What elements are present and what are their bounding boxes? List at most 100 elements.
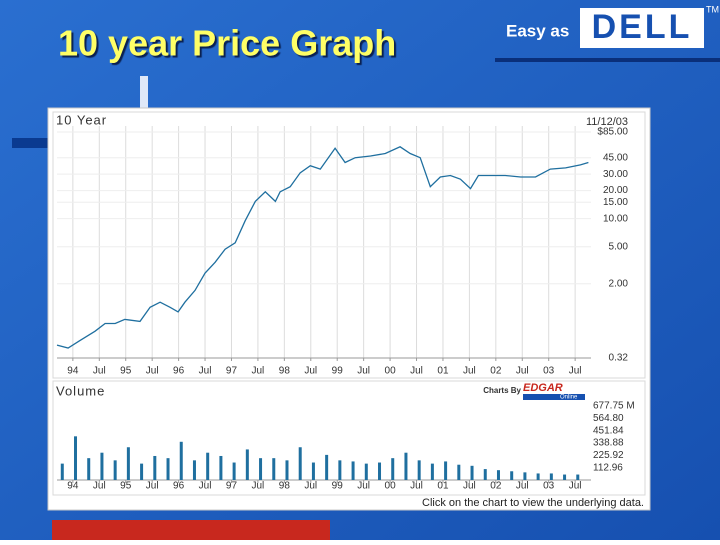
- y-tick-label: 15.00: [603, 197, 628, 208]
- x-tick-label: 98: [279, 366, 291, 377]
- x-tick-label: Jul: [569, 366, 582, 377]
- slide-title: 10 year Price Graph: [58, 23, 396, 64]
- volume-bar: [563, 474, 567, 480]
- x-tick-label: 94: [67, 481, 79, 492]
- x-tick-label: 98: [279, 481, 291, 492]
- x-tick-label: Jul: [146, 366, 159, 377]
- volume-bar: [272, 458, 276, 480]
- source: EDGAR: [523, 382, 563, 394]
- y-tick-label: 112.96: [593, 462, 623, 473]
- volume-bar: [338, 460, 342, 480]
- volume-bar: [351, 461, 355, 480]
- volume-bar: [549, 473, 553, 480]
- x-tick-label: Jul: [252, 481, 265, 492]
- footer-link[interactable]: Click on the chart to view the underlyin…: [422, 497, 644, 509]
- volume-bar: [496, 470, 500, 480]
- volume-bar: [364, 463, 368, 480]
- volume-bar: [74, 436, 78, 480]
- x-tick-label: Jul: [93, 481, 106, 492]
- volume-bar: [60, 463, 64, 480]
- volume-bar: [245, 449, 249, 480]
- source-bar: [523, 394, 585, 400]
- x-tick-label: 01: [437, 366, 449, 377]
- x-tick-label: 97: [226, 366, 238, 377]
- volume-bar: [523, 472, 527, 480]
- accent-bar: [52, 520, 330, 540]
- logo-tagline: Easy as: [506, 21, 569, 40]
- trademark: TM: [706, 4, 719, 14]
- chart-title: Volume: [56, 383, 105, 398]
- volume-bar: [470, 465, 474, 480]
- x-tick-label: 00: [385, 366, 397, 377]
- x-tick-label: 97: [226, 481, 238, 492]
- x-tick-label: 00: [385, 481, 397, 492]
- volume-bar: [536, 473, 540, 480]
- volume-bar: [166, 458, 170, 480]
- x-tick-label: 02: [490, 481, 502, 492]
- y-tick-label: 225.92: [593, 450, 624, 461]
- y-tick-label: $85.00: [597, 127, 628, 138]
- volume-bar: [510, 471, 514, 480]
- volume-bar: [140, 463, 144, 480]
- chart-title: 10 Year: [56, 112, 107, 127]
- credit: Charts By: [483, 386, 521, 395]
- volume-bar: [192, 460, 196, 480]
- x-tick-label: 96: [173, 481, 185, 492]
- y-tick-label: 0.32: [609, 353, 629, 364]
- x-tick-label: Jul: [516, 481, 529, 492]
- volume-bar: [126, 447, 130, 480]
- y-tick-label: 20.00: [603, 185, 628, 196]
- y-tick-label: 564.80: [593, 413, 624, 424]
- x-tick-label: Jul: [304, 481, 317, 492]
- volume-bar: [483, 469, 487, 480]
- volume-bar: [100, 452, 104, 480]
- accent-bar: [12, 138, 52, 148]
- volume-bar: [219, 455, 223, 480]
- x-tick-label: Jul: [569, 481, 582, 492]
- logo: DELL: [592, 8, 693, 46]
- y-tick-label: 45.00: [603, 152, 628, 163]
- x-tick-label: 01: [437, 481, 449, 492]
- x-tick-label: Jul: [410, 366, 423, 377]
- volume-bar: [259, 458, 263, 480]
- x-tick-label: Jul: [146, 481, 159, 492]
- x-tick-label: Jul: [93, 366, 106, 377]
- volume-bar: [298, 447, 302, 480]
- x-tick-label: Jul: [516, 366, 529, 377]
- volume-bar: [576, 474, 580, 480]
- y-tick-label: 2.00: [609, 278, 629, 289]
- volume-bar: [444, 461, 448, 480]
- x-tick-label: 99: [332, 481, 344, 492]
- x-tick-label: 02: [490, 366, 502, 377]
- x-tick-label: 99: [332, 366, 344, 377]
- x-tick-label: 95: [120, 366, 132, 377]
- panel-frame: [52, 380, 646, 496]
- x-tick-label: 03: [543, 481, 555, 492]
- x-tick-label: 96: [173, 366, 185, 377]
- x-tick-label: Jul: [463, 366, 476, 377]
- volume-bar: [325, 454, 329, 480]
- volume-bar: [457, 464, 461, 480]
- y-tick-label: 677.75 M: [593, 401, 635, 412]
- chart-date: 11/12/03: [586, 116, 628, 128]
- x-tick-label: Jul: [304, 366, 317, 377]
- x-tick-label: Jul: [463, 481, 476, 492]
- volume-bar: [311, 462, 315, 480]
- volume-bar: [430, 463, 434, 480]
- panel-frame: [52, 111, 646, 379]
- y-tick-label: 5.00: [609, 241, 629, 252]
- volume-bar: [404, 452, 408, 480]
- price-line: [56, 146, 589, 349]
- x-tick-label: Jul: [357, 366, 370, 377]
- x-tick-label: 94: [67, 366, 79, 377]
- volume-bar: [417, 460, 421, 480]
- y-tick-label: 10.00: [603, 213, 628, 224]
- x-tick-label: Jul: [199, 366, 212, 377]
- x-tick-label: Jul: [252, 366, 265, 377]
- x-tick-label: 95: [120, 481, 132, 492]
- logo-box: [580, 8, 704, 48]
- volume-bar: [113, 460, 117, 480]
- y-tick-label: 451.84: [593, 425, 624, 436]
- volume-bar: [391, 458, 395, 480]
